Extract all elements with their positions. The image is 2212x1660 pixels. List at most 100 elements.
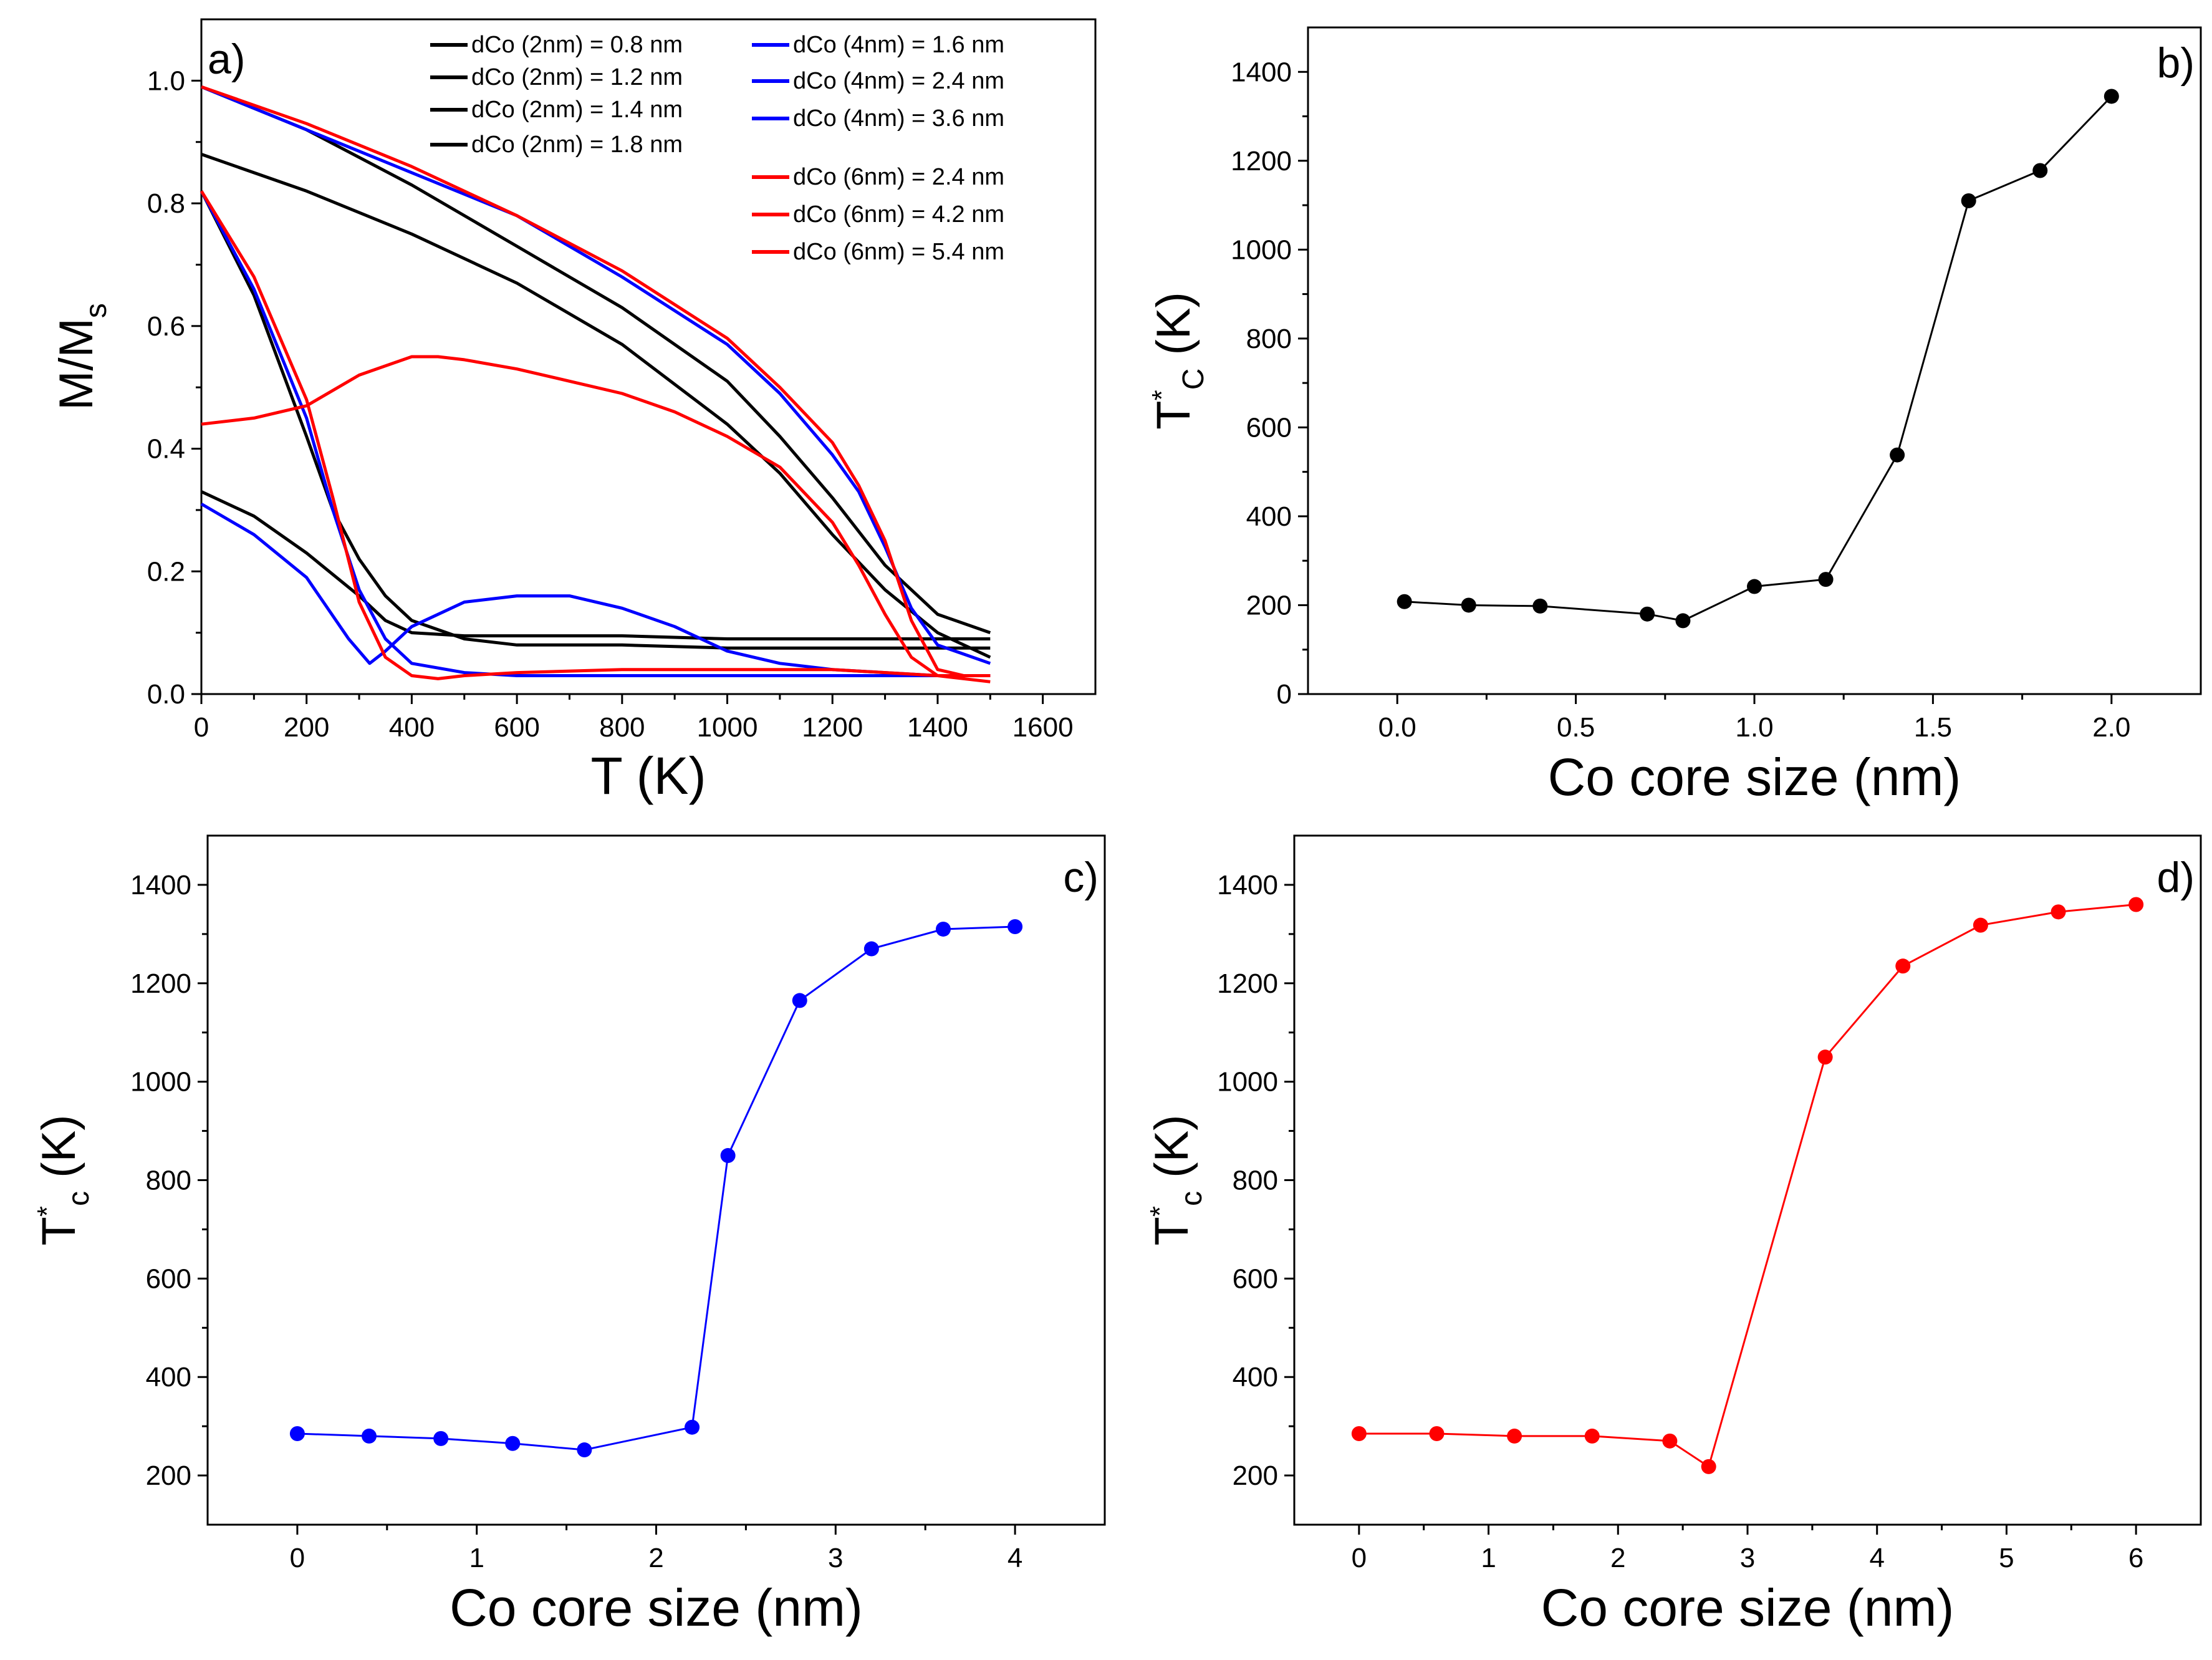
x-tick-label: 1 (1481, 1543, 1496, 1573)
y-tick-label: 0 (1277, 679, 1292, 710)
x-tick-label: 4 (1007, 1543, 1022, 1573)
y-tick-label: 1000 (1231, 234, 1292, 265)
x-tick-label: 4 (1869, 1543, 1884, 1573)
legend-label: dCo (4nm) = 3.6 nm (793, 105, 1004, 132)
panel-a: 0 200 400 600 800 1000 1200 1400 1600 0.0 0.2 0.4 0.… (50, 18, 1097, 805)
x-tick-label: 3 (1740, 1543, 1755, 1573)
series-line-2 (201, 153, 991, 659)
legend: dCo (2nm) = 0.8 nm dCo (2nm) = 1.2 nm dCo … (430, 32, 1004, 265)
y-tick-label: 1000 (130, 1067, 191, 1098)
data-point (1507, 1428, 1522, 1444)
data-point (1747, 579, 1762, 594)
y-title-unit: (K) (1145, 1115, 1198, 1191)
y-tick-label: 0.8 (147, 188, 185, 219)
y-axis-title: T*c (K) (1145, 1115, 1208, 1246)
x-tick-label: 600 (494, 712, 539, 743)
x-tick-label: 1600 (1012, 712, 1074, 743)
y-tick-label: 1400 (1231, 57, 1292, 87)
x-tick-label: 0 (194, 712, 209, 743)
x-tick-label: 3 (828, 1543, 843, 1573)
y-axis-title: T*C (K) (1147, 292, 1210, 430)
data-point (289, 1426, 305, 1441)
x-axis-title: T (K) (590, 746, 706, 805)
y-tick-label: 1.0 (147, 65, 185, 96)
plot-frame (206, 834, 1106, 1526)
y-title-main: T (32, 1217, 85, 1245)
data-point (362, 1428, 377, 1444)
y-tick-label: 400 (146, 1362, 191, 1392)
y-title-unit: (K) (1147, 292, 1200, 368)
x-tick-label: 5 (1999, 1543, 2014, 1573)
data-point (1662, 1433, 1678, 1449)
data-point (2104, 89, 2119, 104)
y-tick-label: 400 (1233, 1362, 1278, 1392)
panel-label: a) (208, 36, 245, 83)
y-tick-label: 1400 (130, 870, 191, 900)
data-point (1895, 958, 1911, 974)
data-point (935, 921, 951, 937)
y-tick-label: 0.2 (147, 556, 185, 587)
data-point (1532, 598, 1548, 614)
y-title-sub: s (80, 303, 113, 318)
data-point (1701, 1459, 1716, 1474)
series-line-6 (201, 85, 991, 665)
x-tick-label: 2 (648, 1543, 663, 1573)
y-title-main: T (1145, 1217, 1198, 1245)
panel-label: b) (2157, 39, 2195, 87)
data-point (577, 1442, 592, 1458)
legend-label: dCo (4nm) = 2.4 nm (793, 68, 1004, 94)
y-title-main: M/M (50, 318, 103, 410)
y-title-sub: C (1177, 369, 1210, 390)
y-title-sub: c (62, 1191, 95, 1206)
data-point (1817, 1050, 1833, 1065)
y-title-unit: (K) (32, 1115, 85, 1191)
x-tick-label: 800 (599, 712, 645, 743)
series-line (297, 925, 1016, 1451)
legend-label: dCo (2nm) = 1.4 nm (471, 97, 683, 123)
y-tick-label: 1000 (1217, 1067, 1278, 1098)
y-title-sup: * (1145, 1206, 1175, 1217)
series-line (1358, 904, 2137, 1469)
x-tick-label: 1.5 (1914, 712, 1952, 743)
series-line-5 (200, 190, 991, 677)
panel-b: 0.0 0.5 1.0 1.5 2.0 0 200 400 600 800 1000 1200 1400… (1147, 26, 2202, 806)
series-line (1404, 95, 2112, 622)
legend-label: dCo (4nm) = 1.6 nm (793, 32, 1004, 58)
y-tick-label: 400 (1246, 501, 1292, 532)
x-tick-label: 2.0 (2092, 712, 2130, 743)
data-point (2128, 897, 2144, 912)
plot-frame (1307, 26, 2202, 695)
data-point (685, 1419, 700, 1435)
x-axis-title: Co core size (nm) (1541, 1578, 1955, 1637)
panel-label: d) (2157, 854, 2195, 901)
y-tick-label: 200 (146, 1460, 191, 1491)
x-tick-label: 0 (290, 1543, 305, 1573)
y-tick-label: 0.0 (147, 679, 185, 710)
panel-d: 0 1 2 3 4 5 6 200 400 600 800 1000 1200 1400 d) Co core… (1145, 834, 2202, 1637)
x-tick-label: 1400 (907, 712, 968, 743)
data-point (1818, 572, 1834, 587)
data-point (1584, 1428, 1600, 1444)
legend-label: dCo (2nm) = 1.2 nm (471, 64, 683, 90)
x-tick-label: 1.0 (1735, 712, 1773, 743)
plot-frame (200, 18, 1097, 695)
data-point (1461, 597, 1476, 613)
y-tick-label: 0.6 (147, 311, 185, 342)
series-line-8 (200, 190, 991, 680)
legend-label: dCo (2nm) = 0.8 nm (471, 32, 683, 58)
legend-label: dCo (6nm) = 4.2 nm (793, 201, 1004, 228)
data-point (1675, 613, 1691, 629)
data-point (1890, 447, 1905, 463)
y-title-sub: c (1175, 1191, 1208, 1206)
y-tick-label: 600 (1246, 412, 1292, 443)
x-tick-label: 200 (284, 712, 329, 743)
y-tick-label: 600 (146, 1263, 191, 1294)
y-title-sup: * (1147, 390, 1177, 400)
x-axis-title: Co core size (nm) (1548, 748, 1961, 806)
data-point (505, 1436, 521, 1451)
x-tick-label: 0 (1352, 1543, 1367, 1573)
y-tick-label: 800 (1246, 324, 1292, 354)
legend-label: dCo (2nm) = 1.8 nm (471, 132, 683, 158)
panel-label: c) (1063, 854, 1099, 901)
